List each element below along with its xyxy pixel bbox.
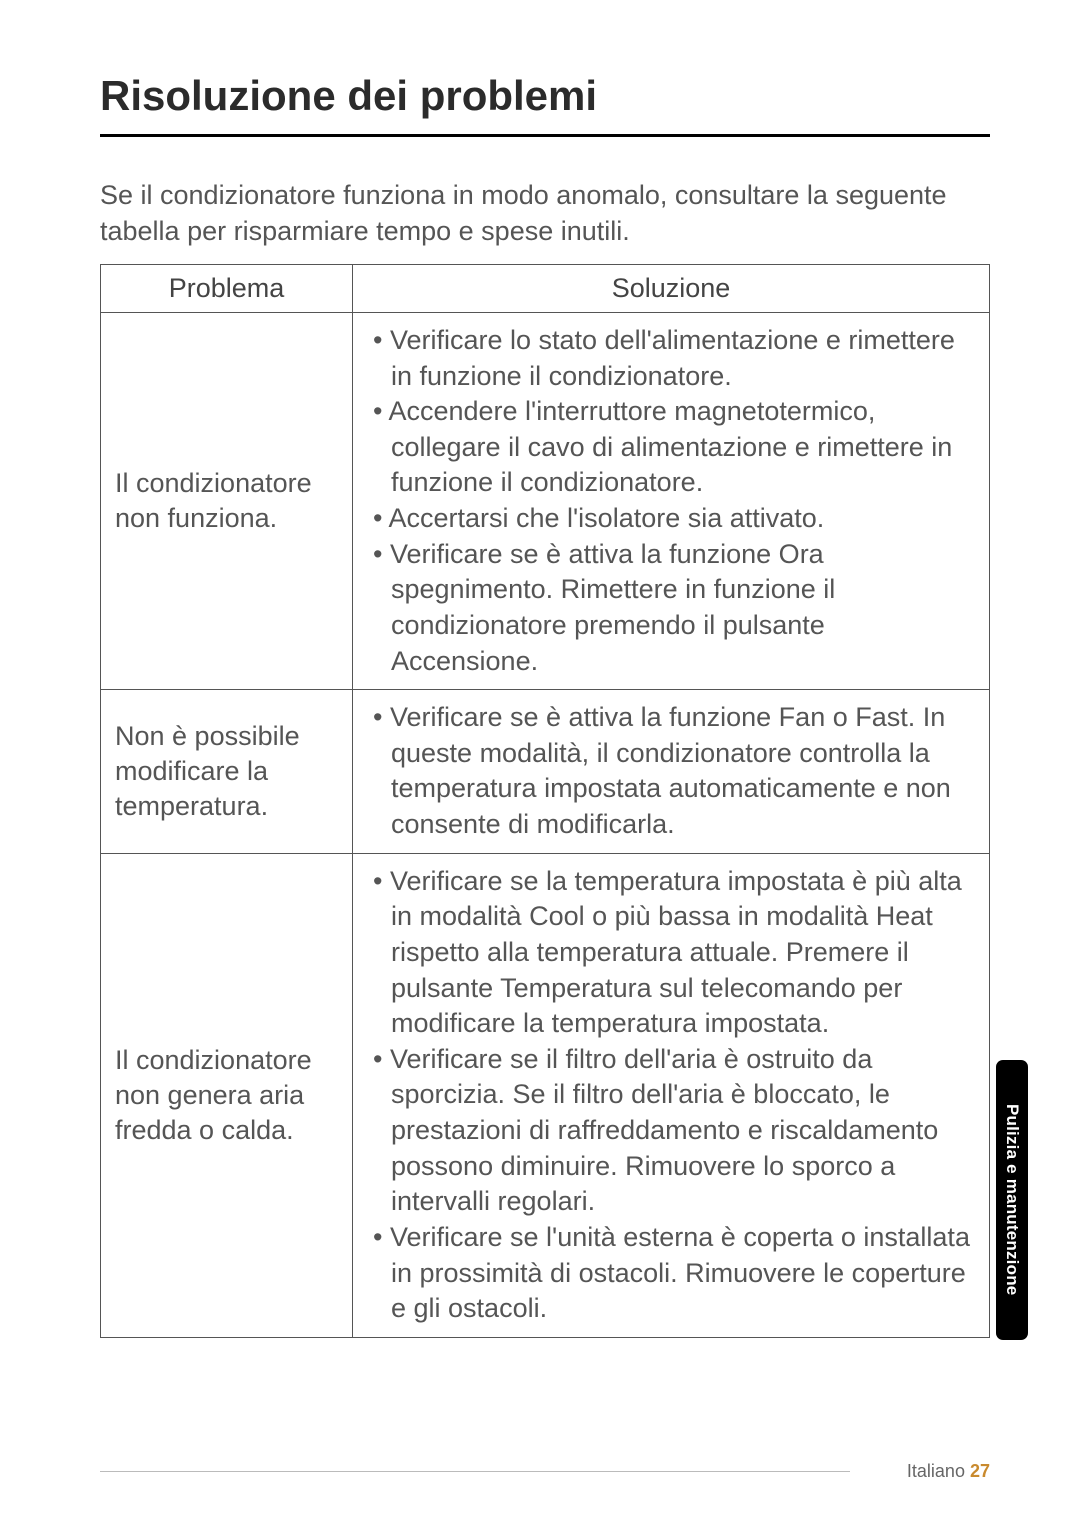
solution-item: Verificare se è attiva la funzione Ora s…: [365, 537, 975, 680]
solution-item: Verificare se la temperatura impostata è…: [365, 864, 975, 1042]
problem-cell: Il condizionatore non funziona.: [101, 312, 353, 689]
section-tab: Pulizia e manutenzione: [996, 1060, 1028, 1340]
solution-item: Verificare lo stato dell'alimentazione e…: [365, 323, 975, 394]
solution-item: Verificare se è attiva la funzione Fan o…: [365, 700, 975, 843]
intro-text: Se il condizionatore funziona in modo an…: [100, 177, 990, 250]
table-row: Il condizionatore non funziona. Verifica…: [101, 312, 990, 689]
footer-language: Italiano: [907, 1461, 965, 1481]
solution-item: Accertarsi che l'isolatore sia attivato.: [365, 501, 975, 537]
solution-cell: Verificare se la temperatura impostata è…: [353, 853, 990, 1337]
table-row: Il condizionatore non genera aria fredda…: [101, 853, 990, 1337]
solution-cell: Verificare lo stato dell'alimentazione e…: [353, 312, 990, 689]
troubleshooting-table: Problema Soluzione Il condizionatore non…: [100, 264, 990, 1338]
header-problem: Problema: [101, 264, 353, 312]
footer-divider: [100, 1471, 850, 1472]
page-footer: Italiano 27: [907, 1461, 990, 1482]
solution-item: Verificare se l'unità esterna è coperta …: [365, 1220, 975, 1327]
solution-item: Verificare se il filtro dell'aria è ostr…: [365, 1042, 975, 1220]
problem-cell: Il condizionatore non genera aria fredda…: [101, 853, 353, 1337]
page-title: Risoluzione dei problemi: [100, 72, 990, 137]
header-solution: Soluzione: [353, 264, 990, 312]
table-row: Non è possibile modificare la temperatur…: [101, 690, 990, 854]
solution-cell: Verificare se è attiva la funzione Fan o…: [353, 690, 990, 854]
problem-cell: Non è possibile modificare la temperatur…: [101, 690, 353, 854]
footer-page-number: 27: [970, 1461, 990, 1481]
solution-item: Accendere l'interruttore magnetotermico,…: [365, 394, 975, 501]
